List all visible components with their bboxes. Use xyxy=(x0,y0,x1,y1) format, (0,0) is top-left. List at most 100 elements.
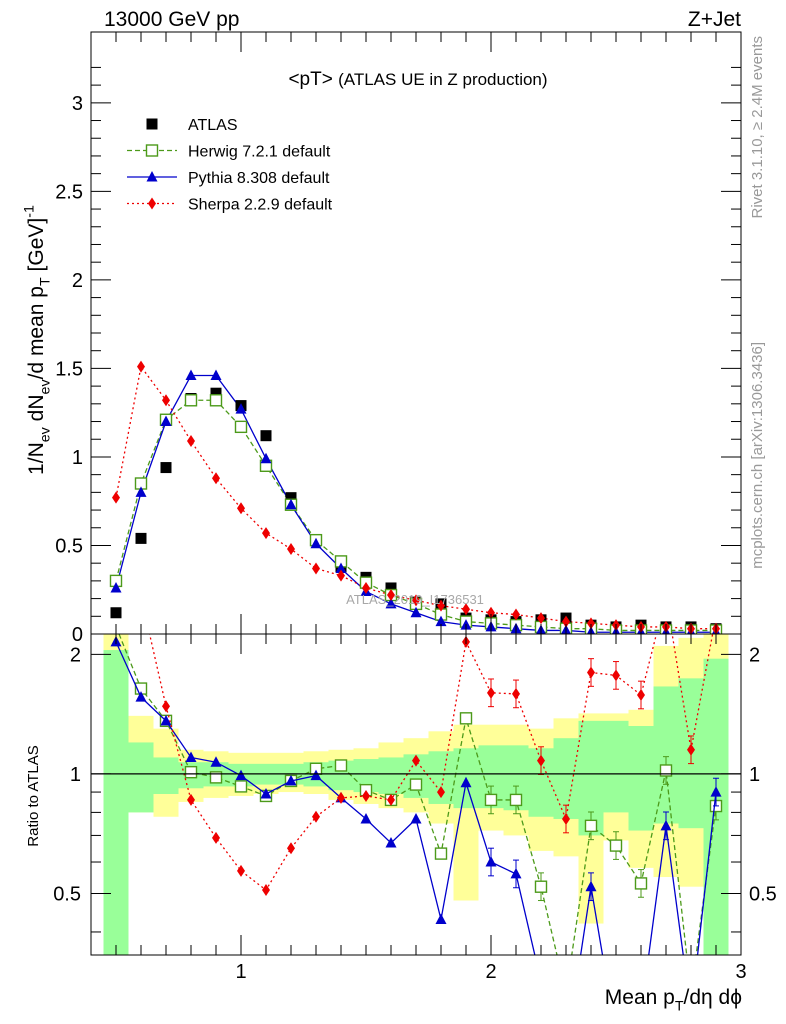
ratio-point xyxy=(310,769,322,781)
legend-label: Herwig 7.2.1 default xyxy=(188,144,331,161)
mc-point xyxy=(462,603,470,616)
mc-point xyxy=(260,452,272,464)
x-tick-label: 2 xyxy=(485,961,496,983)
mc-point xyxy=(335,562,347,573)
data-point xyxy=(260,430,272,442)
ratio-point xyxy=(285,774,297,786)
mc-point xyxy=(209,394,223,407)
mc-point xyxy=(385,597,397,609)
data-point xyxy=(210,387,222,399)
mc-point xyxy=(285,498,297,510)
ratio-y-tick-label: 1 xyxy=(70,764,81,786)
ratio-point xyxy=(334,759,348,772)
ratio-point xyxy=(660,819,672,831)
legend-label: Pythia 8.308 default xyxy=(188,170,330,187)
mc-point xyxy=(562,615,570,628)
mc-point xyxy=(310,537,322,549)
ratio-point xyxy=(312,810,320,823)
ratio-point xyxy=(434,847,448,860)
ratio-point xyxy=(235,769,247,781)
mc-point xyxy=(112,491,120,504)
data-point xyxy=(385,582,397,594)
mc-point xyxy=(387,589,395,602)
ratio-point xyxy=(184,765,198,779)
uncertainty-band-green xyxy=(603,720,629,813)
mc-point xyxy=(437,599,445,612)
mc-point xyxy=(184,394,198,407)
uncertainty-band-green xyxy=(128,742,154,813)
ratio-point xyxy=(512,687,520,700)
ratio-point xyxy=(162,700,170,713)
mc-point xyxy=(235,403,247,414)
ratio-point xyxy=(137,590,145,602)
series-line xyxy=(115,365,716,630)
uncertainty-band-green xyxy=(103,650,129,955)
ratio-point xyxy=(460,776,472,788)
data-point xyxy=(285,492,297,504)
ratio-point xyxy=(561,988,572,999)
ratio-point xyxy=(484,793,498,807)
ratio-point xyxy=(437,786,445,799)
y-tick-label: 2.5 xyxy=(55,181,83,203)
y-tick-label: 1 xyxy=(72,447,83,469)
mc-point xyxy=(137,360,145,373)
uncertainty-band-green xyxy=(653,686,679,824)
ratio-point xyxy=(385,836,397,848)
ratio-point xyxy=(410,812,422,824)
mc-point xyxy=(410,606,422,618)
ratio-y-tick-label-right: 2 xyxy=(749,644,760,666)
ratio-point xyxy=(485,856,497,867)
ratio-point xyxy=(360,812,372,824)
mc-point xyxy=(162,394,170,407)
mc-point xyxy=(237,502,245,515)
rivet-label: Rivet 3.1.10, ≥ 2.4M events xyxy=(749,36,766,219)
legend-marker xyxy=(146,171,158,182)
ratio-y-tick-label: 0.5 xyxy=(53,883,81,905)
ratio-point xyxy=(409,778,423,791)
ratio-point xyxy=(637,688,645,701)
ratio-y-tick-label-right: 0.5 xyxy=(749,883,777,905)
mc-point xyxy=(587,617,595,630)
mc-point xyxy=(187,435,195,448)
ratio-point xyxy=(662,590,670,602)
ratio-point xyxy=(209,771,223,784)
mc-point xyxy=(212,472,220,485)
legend-marker xyxy=(146,118,158,130)
ratio-point xyxy=(234,780,248,793)
mc-point xyxy=(412,594,420,607)
ratio-point xyxy=(237,864,245,877)
ratio-point xyxy=(585,880,597,892)
ratio-point xyxy=(536,976,547,987)
uncertainty-band-green xyxy=(153,757,179,794)
ratio-point xyxy=(534,880,548,893)
ratio-point xyxy=(634,877,648,890)
ratio-point xyxy=(712,610,720,622)
y-tick-label: 0.5 xyxy=(55,535,83,557)
ratio-y-axis-label: Ratio to ATLAS xyxy=(25,745,42,846)
mc-point xyxy=(234,420,248,434)
x-axis-label: Mean pT/dη dϕ xyxy=(605,986,742,1014)
ratio-point xyxy=(135,691,147,702)
ratio-point xyxy=(435,913,447,924)
ratio-point xyxy=(487,686,495,699)
y-tick-label: 1.5 xyxy=(55,358,83,380)
mc-point xyxy=(537,612,545,625)
mc-point xyxy=(337,569,345,582)
ratio-point xyxy=(659,764,673,777)
legend-label: Sherpa 2.2.9 default xyxy=(188,197,333,214)
mc-point xyxy=(262,527,270,540)
mc-point xyxy=(435,615,447,627)
ratio-point xyxy=(387,793,395,806)
mc-point xyxy=(362,581,370,594)
mc-point xyxy=(487,606,495,619)
ratio-point xyxy=(185,751,197,762)
legend-marker xyxy=(148,197,156,210)
watermark: ATLAS_2019_I1736531 xyxy=(346,592,484,607)
mc-point xyxy=(512,608,520,621)
ratio-point xyxy=(187,793,195,806)
ratio-point xyxy=(262,884,270,897)
mc-point xyxy=(312,562,320,575)
mc-point xyxy=(185,369,197,380)
ratio-point xyxy=(587,666,595,679)
